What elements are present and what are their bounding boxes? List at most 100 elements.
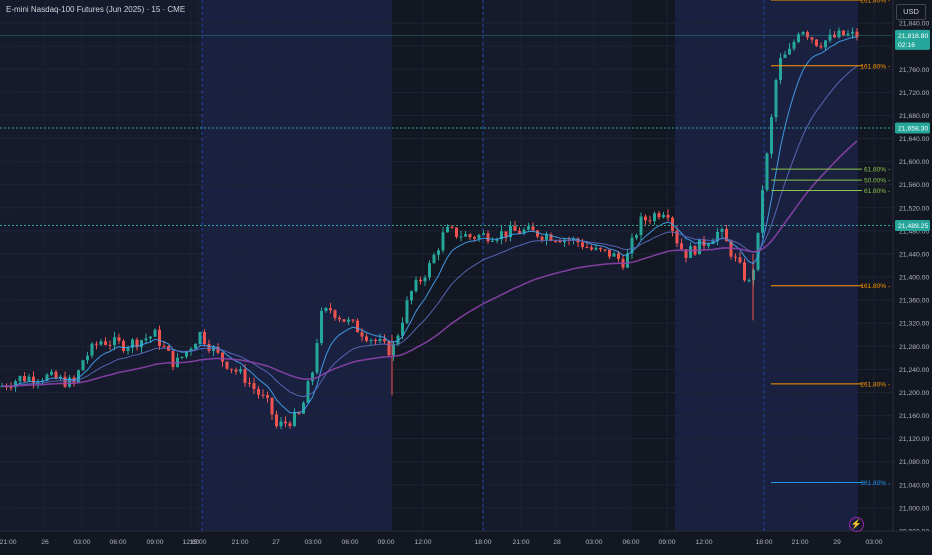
y-tick-label: 21,120.00 [899, 436, 929, 443]
candle [266, 395, 269, 398]
candle [792, 41, 796, 49]
candle [554, 240, 557, 242]
candle [486, 233, 490, 242]
candle [221, 352, 224, 362]
candle [603, 249, 607, 251]
candle [356, 320, 359, 333]
fib-level-label: 361.80% - [860, 480, 890, 487]
candle [171, 350, 175, 368]
candle [144, 338, 148, 341]
y-tick-label: 21,680.00 [899, 113, 929, 120]
candle [527, 226, 530, 230]
flash-icon[interactable]: ⚡ [849, 517, 864, 532]
candle [765, 153, 769, 190]
moving-average-line [2, 140, 858, 387]
candle [563, 239, 566, 243]
price-tag-value: 21,818.80 [898, 33, 928, 40]
candle [842, 30, 845, 36]
candle [135, 339, 139, 348]
x-tick-label: 12:00 [182, 539, 199, 546]
candle [662, 214, 665, 218]
candle [347, 319, 350, 322]
candle [423, 277, 427, 282]
candle [203, 332, 206, 345]
y-tick-label: 21,000.00 [899, 505, 929, 512]
candle [36, 381, 40, 383]
session-region [482, 0, 630, 531]
candle [54, 371, 58, 379]
candle [405, 300, 409, 323]
candle [630, 237, 634, 254]
candle [158, 329, 161, 346]
y-tick-label: 21,040.00 [899, 482, 929, 489]
moving-average-line [1, 36, 857, 414]
candle [117, 337, 121, 341]
candle [477, 234, 481, 239]
candle [306, 381, 310, 403]
currency-button[interactable]: USD [896, 4, 926, 20]
fib-level-label: 161.80% - [860, 283, 890, 290]
candle [90, 343, 94, 356]
candle [23, 376, 26, 382]
candle [315, 343, 319, 373]
candle [549, 234, 553, 241]
x-tick-label: 28 [553, 539, 561, 546]
candle [230, 368, 233, 370]
candle [369, 339, 373, 341]
candle [248, 382, 251, 384]
candle [801, 32, 805, 35]
candle [572, 238, 575, 241]
candle [185, 351, 188, 357]
candle [725, 229, 728, 242]
candle [257, 388, 260, 395]
candle [653, 213, 656, 222]
candle [243, 369, 247, 383]
candle [855, 31, 859, 38]
candle [437, 250, 440, 255]
session-region [675, 0, 765, 531]
candle [86, 355, 89, 361]
candle [365, 336, 368, 341]
x-tick-label: 03:00 [865, 539, 882, 546]
y-tick-label: 21,600.00 [899, 159, 929, 166]
candle [414, 279, 418, 292]
candle [459, 236, 463, 238]
fib-level-label: 261.80% - [860, 381, 890, 388]
candle [828, 34, 832, 41]
candle [324, 308, 328, 311]
price-tag [895, 29, 930, 50]
candle [383, 339, 386, 342]
y-tick-label: 21,360.00 [899, 298, 929, 305]
x-tick-label: 18:00 [474, 539, 491, 546]
candle [716, 231, 719, 242]
candle [545, 234, 548, 240]
candle [360, 332, 364, 337]
candle [450, 226, 454, 228]
session-region [765, 0, 858, 531]
candle [131, 339, 134, 348]
candle [657, 213, 661, 218]
candle [234, 369, 238, 372]
candle [149, 336, 152, 339]
candle [500, 231, 503, 240]
y-tick-label: 21,080.00 [899, 459, 929, 466]
candle [779, 57, 782, 81]
candle [338, 317, 341, 320]
candle [675, 230, 679, 244]
candle [720, 229, 724, 232]
candle [320, 310, 323, 344]
candle [288, 423, 292, 427]
candle [108, 344, 112, 346]
candle [342, 319, 346, 322]
candle [374, 339, 377, 342]
candle [387, 341, 391, 356]
price-axis [893, 0, 932, 550]
x-tick-label: 03:00 [585, 539, 602, 546]
x-tick-label: 29 [833, 539, 841, 546]
x-tick-label: 06:00 [341, 539, 358, 546]
candle [428, 263, 431, 278]
time-axis [0, 531, 932, 550]
candle [95, 343, 98, 345]
